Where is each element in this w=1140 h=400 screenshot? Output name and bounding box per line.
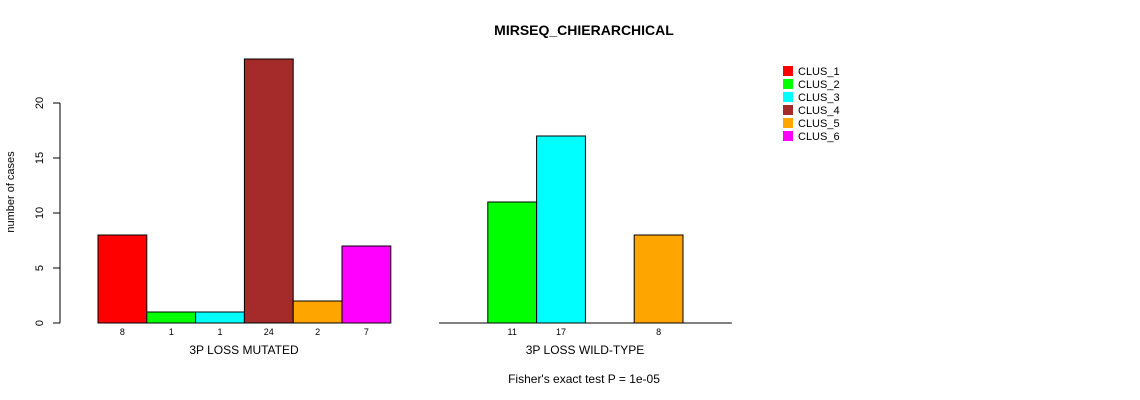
legend-label-clus-5: CLUS_5 [798,118,840,130]
group-label-mutated: 3P LOSS MUTATED [189,343,299,357]
legend-label-clus-6: CLUS_6 [798,131,840,143]
bar-3p-loss-wild-type-clus-5 [633,234,684,324]
legend-swatch-clus-2 [783,79,793,89]
y-tick-label-10: 10 [34,207,46,219]
fisher-test-footnote: Fisher's exact test P = 1e-05 [508,372,660,386]
y-axis-label: number of cases [5,151,17,233]
bars-layer [97,58,684,324]
bar-count-labels: 8 1 1 24 2 7 11 17 8 [120,327,661,337]
y-tick-label-0: 0 [34,320,46,326]
bar-3p-loss-wild-type-clus-3 [536,135,586,324]
bar-3p-loss-mutated-clus-6 [341,245,392,324]
count-label-3p-loss-mutated-clus-3: 1 [217,327,222,337]
legend-swatch-clus-3 [783,92,793,102]
bar-3p-loss-mutated-clus-5 [292,300,343,324]
legend-swatch-clus-4 [783,105,793,115]
legend-label-clus-3: CLUS_3 [798,92,840,104]
bar-3p-loss-mutated-clus-2 [146,311,197,324]
legend-label-clus-1: CLUS_1 [798,66,840,78]
y-axis: 0 5 10 15 20 [34,97,61,326]
legend-swatch-clus-5 [783,118,793,128]
y-tick-label-20: 20 [34,97,46,109]
legend-label-clus-4: CLUS_4 [798,105,840,117]
count-label-3p-loss-mutated-clus-5: 2 [315,327,320,337]
bar-3p-loss-mutated-clus-1 [97,234,148,324]
count-label-3p-loss-wild-type-clus-3: 17 [556,327,566,337]
count-label-3p-loss-wild-type-clus-5: 8 [656,327,661,337]
legend-swatch-clus-1 [783,66,793,76]
count-label-3p-loss-mutated-clus-4: 24 [264,327,274,337]
y-tick-label-5: 5 [34,265,46,271]
chart-title: MIRSEQ_CHIERARCHICAL [494,22,674,38]
count-label-3p-loss-mutated-clus-6: 7 [364,327,369,337]
legend-swatch-clus-6 [783,131,793,141]
count-label-3p-loss-wild-type-clus-2: 11 [508,327,517,337]
legend-label-clus-2: CLUS_2 [798,79,840,91]
count-label-3p-loss-mutated-clus-1: 8 [120,327,125,337]
count-label-3p-loss-mutated-clus-2: 1 [169,327,174,337]
bar-3p-loss-mutated-clus-3 [195,311,245,324]
y-tick-label-15: 15 [34,152,46,164]
bar-3p-loss-wild-type-clus-2 [487,201,538,324]
group-label-wild-type: 3P LOSS WILD-TYPE [526,343,644,357]
bar-3p-loss-mutated-clus-4 [243,58,294,324]
